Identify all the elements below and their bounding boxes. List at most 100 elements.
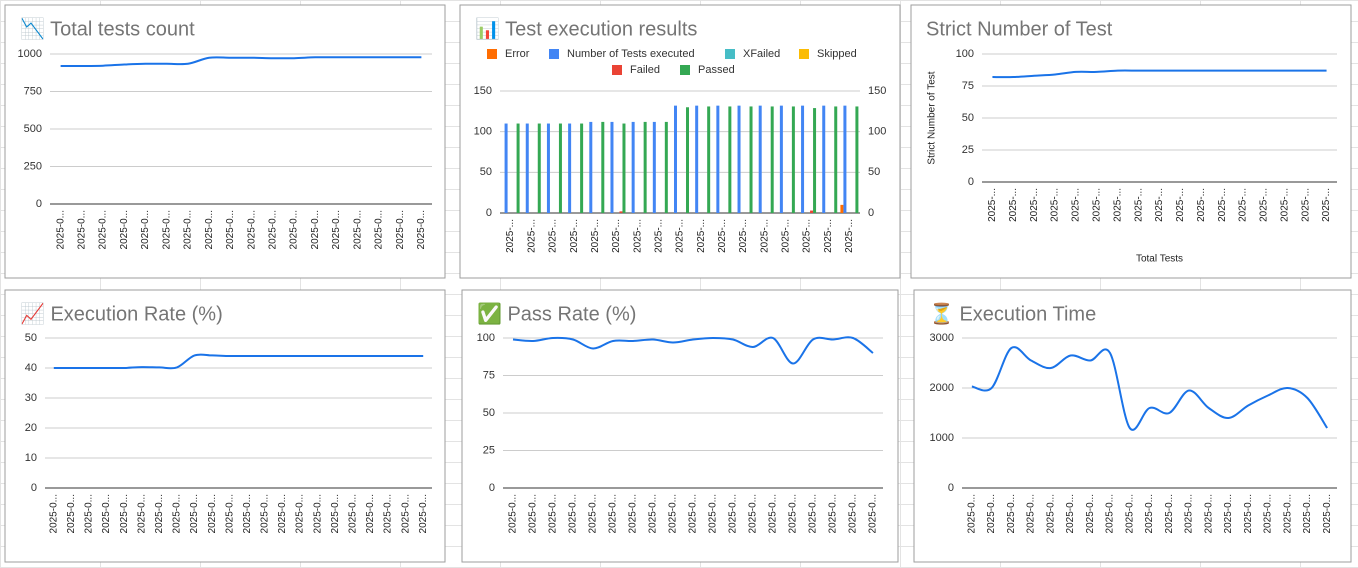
legend-swatch (799, 49, 809, 59)
x-tick-label: 2025-0... (1144, 494, 1155, 533)
x-tick-label: 2025-0... (98, 210, 109, 249)
x-tick-label: 2025-0... (648, 494, 659, 533)
bar (652, 121, 656, 213)
x-tick-label: 2025-0... (101, 494, 112, 533)
bar (619, 211, 623, 213)
x-tick-label: 2025-0... (204, 210, 215, 249)
x-tick-label: 2025-0... (119, 494, 130, 533)
x-tick-label: 2025-0... (1124, 494, 1135, 533)
x-axis-label: Total Tests (1136, 254, 1183, 265)
x-tick-label: 2025-0... (260, 494, 271, 533)
x-tick-label: 2025-0... (119, 210, 130, 249)
line (992, 69, 1327, 79)
x-tick-label: 2025-... (759, 219, 770, 253)
y-tick-label: 25 (483, 444, 495, 456)
bar (813, 108, 817, 213)
x-tick-label: 2025-0... (748, 494, 759, 533)
line (53, 353, 424, 370)
bar (728, 106, 732, 213)
x-tick-label: 2025-... (1133, 188, 1144, 222)
x-tick-label: 2025-0... (967, 494, 978, 533)
y-tick-label: 0 (36, 198, 42, 210)
x-tick-label: 2025-... (1050, 188, 1061, 222)
line (971, 346, 1328, 431)
y-tick-label: 0 (31, 482, 37, 494)
x-tick-label: 2025-0... (365, 494, 376, 533)
y-tick-label: 50 (483, 407, 495, 419)
x-tick-label: 2025-0... (312, 494, 323, 533)
y-tick-label: 0 (486, 207, 492, 219)
chart-title: ⏳ Execution Time (929, 301, 1096, 325)
bar (622, 123, 626, 213)
x-tick-label: 2025-... (1091, 188, 1102, 222)
bar (707, 106, 711, 213)
y-tick-label: 100 (477, 332, 495, 344)
bar (568, 123, 572, 213)
x-tick-label: 2025-0... (668, 494, 679, 533)
x-tick-label: 2025-0... (154, 494, 165, 533)
panel (910, 4, 1352, 279)
x-tick-label: 2025-... (1279, 188, 1290, 222)
x-tick-label: 2025-0... (1164, 494, 1175, 533)
x-tick-label: 2025-0... (1026, 494, 1037, 533)
x-tick-label: 2025-0... (788, 494, 799, 533)
bar (546, 123, 550, 213)
x-tick-label: 2025-... (844, 219, 855, 253)
x-tick-label: 2025-0... (588, 494, 599, 533)
x-tick-label: 2025-... (569, 219, 580, 253)
x-tick-label: 2025-0... (1105, 494, 1116, 533)
x-tick-label: 2025-0... (1085, 494, 1096, 533)
bar (810, 210, 814, 213)
x-tick-label: 2025-0... (986, 494, 997, 533)
legend-swatch (487, 49, 497, 59)
y-tick-label: 1000 (930, 432, 954, 444)
legend-swatch (680, 65, 690, 75)
bar (834, 106, 838, 213)
legend-label: Failed (630, 64, 660, 76)
x-tick-label: 2025-0... (242, 494, 253, 533)
y-tick-label: 150 (474, 85, 492, 97)
x-tick-label: 2025-... (1259, 188, 1270, 222)
x-tick-label: 2025-0... (1184, 494, 1195, 533)
x-tick-label: 2025-0... (1282, 494, 1293, 533)
y-tick-label: 100 (474, 126, 492, 138)
x-tick-label: 2025-0... (246, 210, 257, 249)
x-tick-label: 2025-0... (416, 210, 427, 249)
x-tick-label: 2025-0... (66, 494, 77, 533)
x-tick-label: 2025-0... (374, 210, 385, 249)
x-tick-label: 2025-0... (848, 494, 859, 533)
chart-title: 📊 Test execution results (475, 16, 697, 40)
x-tick-label: 2025-... (696, 219, 707, 253)
y2-tick-label: 0 (868, 207, 874, 219)
x-tick-label: 2025-0... (295, 494, 306, 533)
x-tick-label: 2025-0... (628, 494, 639, 533)
bar (504, 123, 508, 213)
y-tick-label: 10 (25, 452, 37, 464)
bar (674, 105, 677, 213)
x-tick-label: 2025-0... (1203, 494, 1214, 533)
y-tick-label: 50 (25, 332, 37, 344)
x-tick-label: 2025-0... (161, 210, 172, 249)
x-tick-label: 2025-0... (400, 494, 411, 533)
bar (558, 123, 562, 213)
x-tick-label: 2025-... (1112, 188, 1123, 222)
bar (631, 121, 635, 213)
bar (664, 121, 668, 213)
y-tick-label: 75 (962, 80, 974, 92)
x-tick-label: 2025-0... (508, 494, 519, 533)
x-tick-label: 2025-... (802, 219, 813, 253)
x-tick-label: 2025-... (738, 219, 749, 253)
x-tick-label: 2025-0... (267, 210, 278, 249)
y-tick-label: 0 (948, 482, 954, 494)
x-tick-label: 2025-0... (768, 494, 779, 533)
x-tick-label: 2025-0... (352, 210, 363, 249)
legend-label: Skipped (817, 48, 857, 60)
legend-label: XFailed (743, 48, 780, 60)
x-tick-label: 2025-... (611, 219, 622, 253)
x-tick-label: 2025-0... (1065, 494, 1076, 533)
bar (580, 123, 584, 213)
x-tick-label: 2025-... (675, 219, 686, 253)
chart-title: 📉 Total tests count (20, 16, 195, 40)
bar (822, 105, 826, 213)
bar (610, 121, 614, 213)
